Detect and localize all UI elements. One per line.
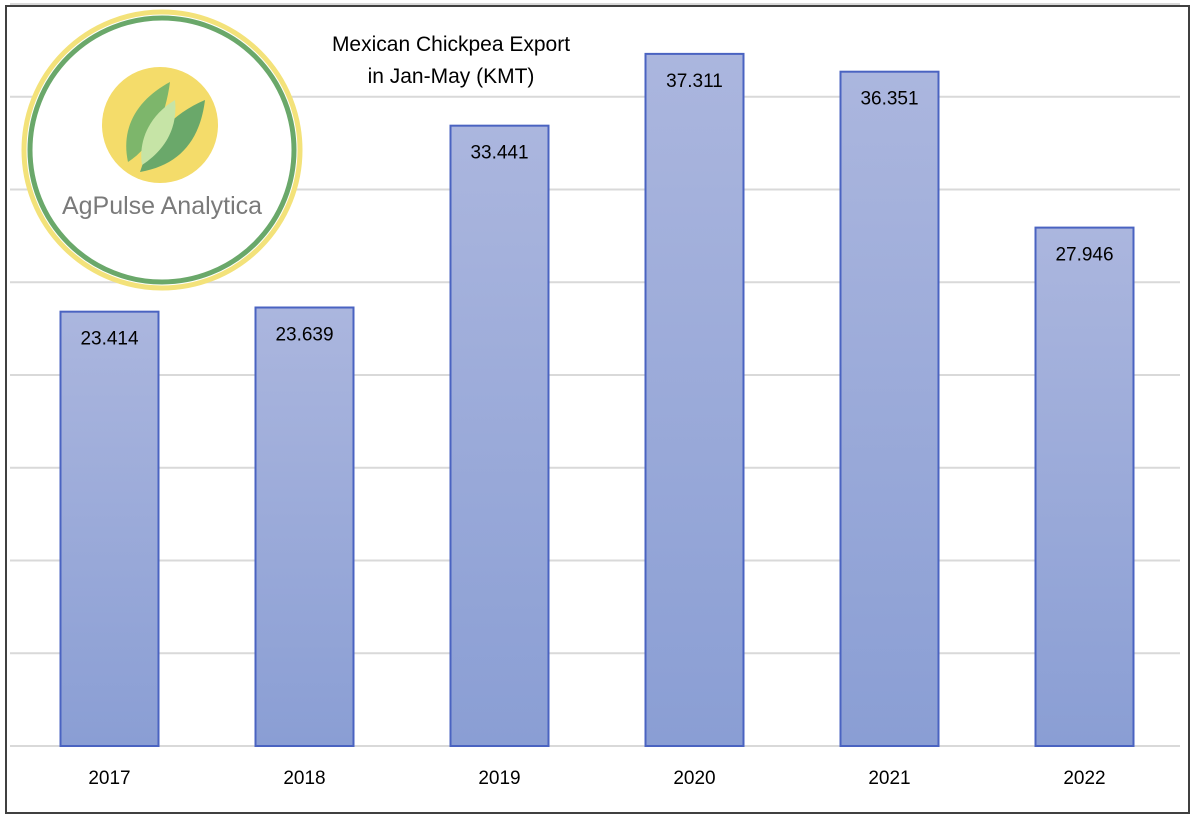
agpulse-logo: AgPulse Analytica [21, 9, 303, 291]
x-tick-label-2017: 2017 [88, 768, 130, 789]
chart-title-line-2: in Jan-May (KMT) [368, 65, 535, 88]
data-label-2021: 36.351 [860, 89, 918, 110]
leaf-sun-icon [102, 67, 218, 183]
x-axis-tick-labels: 2017 2018 2019 2020 2021 2022 [88, 768, 1105, 789]
data-label-2018: 23.639 [275, 324, 333, 345]
chart-title: Mexican Chickpea Export in Jan-May (KMT) [332, 33, 570, 88]
bar-2022 [1034, 226, 1135, 748]
data-label-2022: 27.946 [1055, 245, 1113, 266]
x-tick-label-2021: 2021 [868, 768, 910, 789]
bars [59, 52, 1135, 748]
x-tick-label-2018: 2018 [283, 768, 325, 789]
x-tick-label-2020: 2020 [673, 768, 715, 789]
bar-2017 [59, 310, 160, 747]
data-labels: 23.414 23.639 33.441 37.311 36.351 27.946 [80, 71, 1113, 350]
data-label-2019: 33.441 [470, 143, 528, 164]
gridlines [10, 3, 1180, 747]
logo-text: AgPulse Analytica [62, 192, 262, 220]
x-tick-label-2022: 2022 [1063, 768, 1105, 789]
bar-2020 [644, 52, 745, 748]
data-label-2017: 23.414 [80, 329, 139, 350]
bar-2018 [254, 306, 355, 747]
data-label-2020: 37.311 [666, 71, 723, 92]
bar-2019 [449, 124, 550, 748]
chart-title-line-1: Mexican Chickpea Export [332, 33, 570, 56]
bar-2021 [839, 70, 940, 747]
x-tick-label-2019: 2019 [478, 768, 520, 789]
